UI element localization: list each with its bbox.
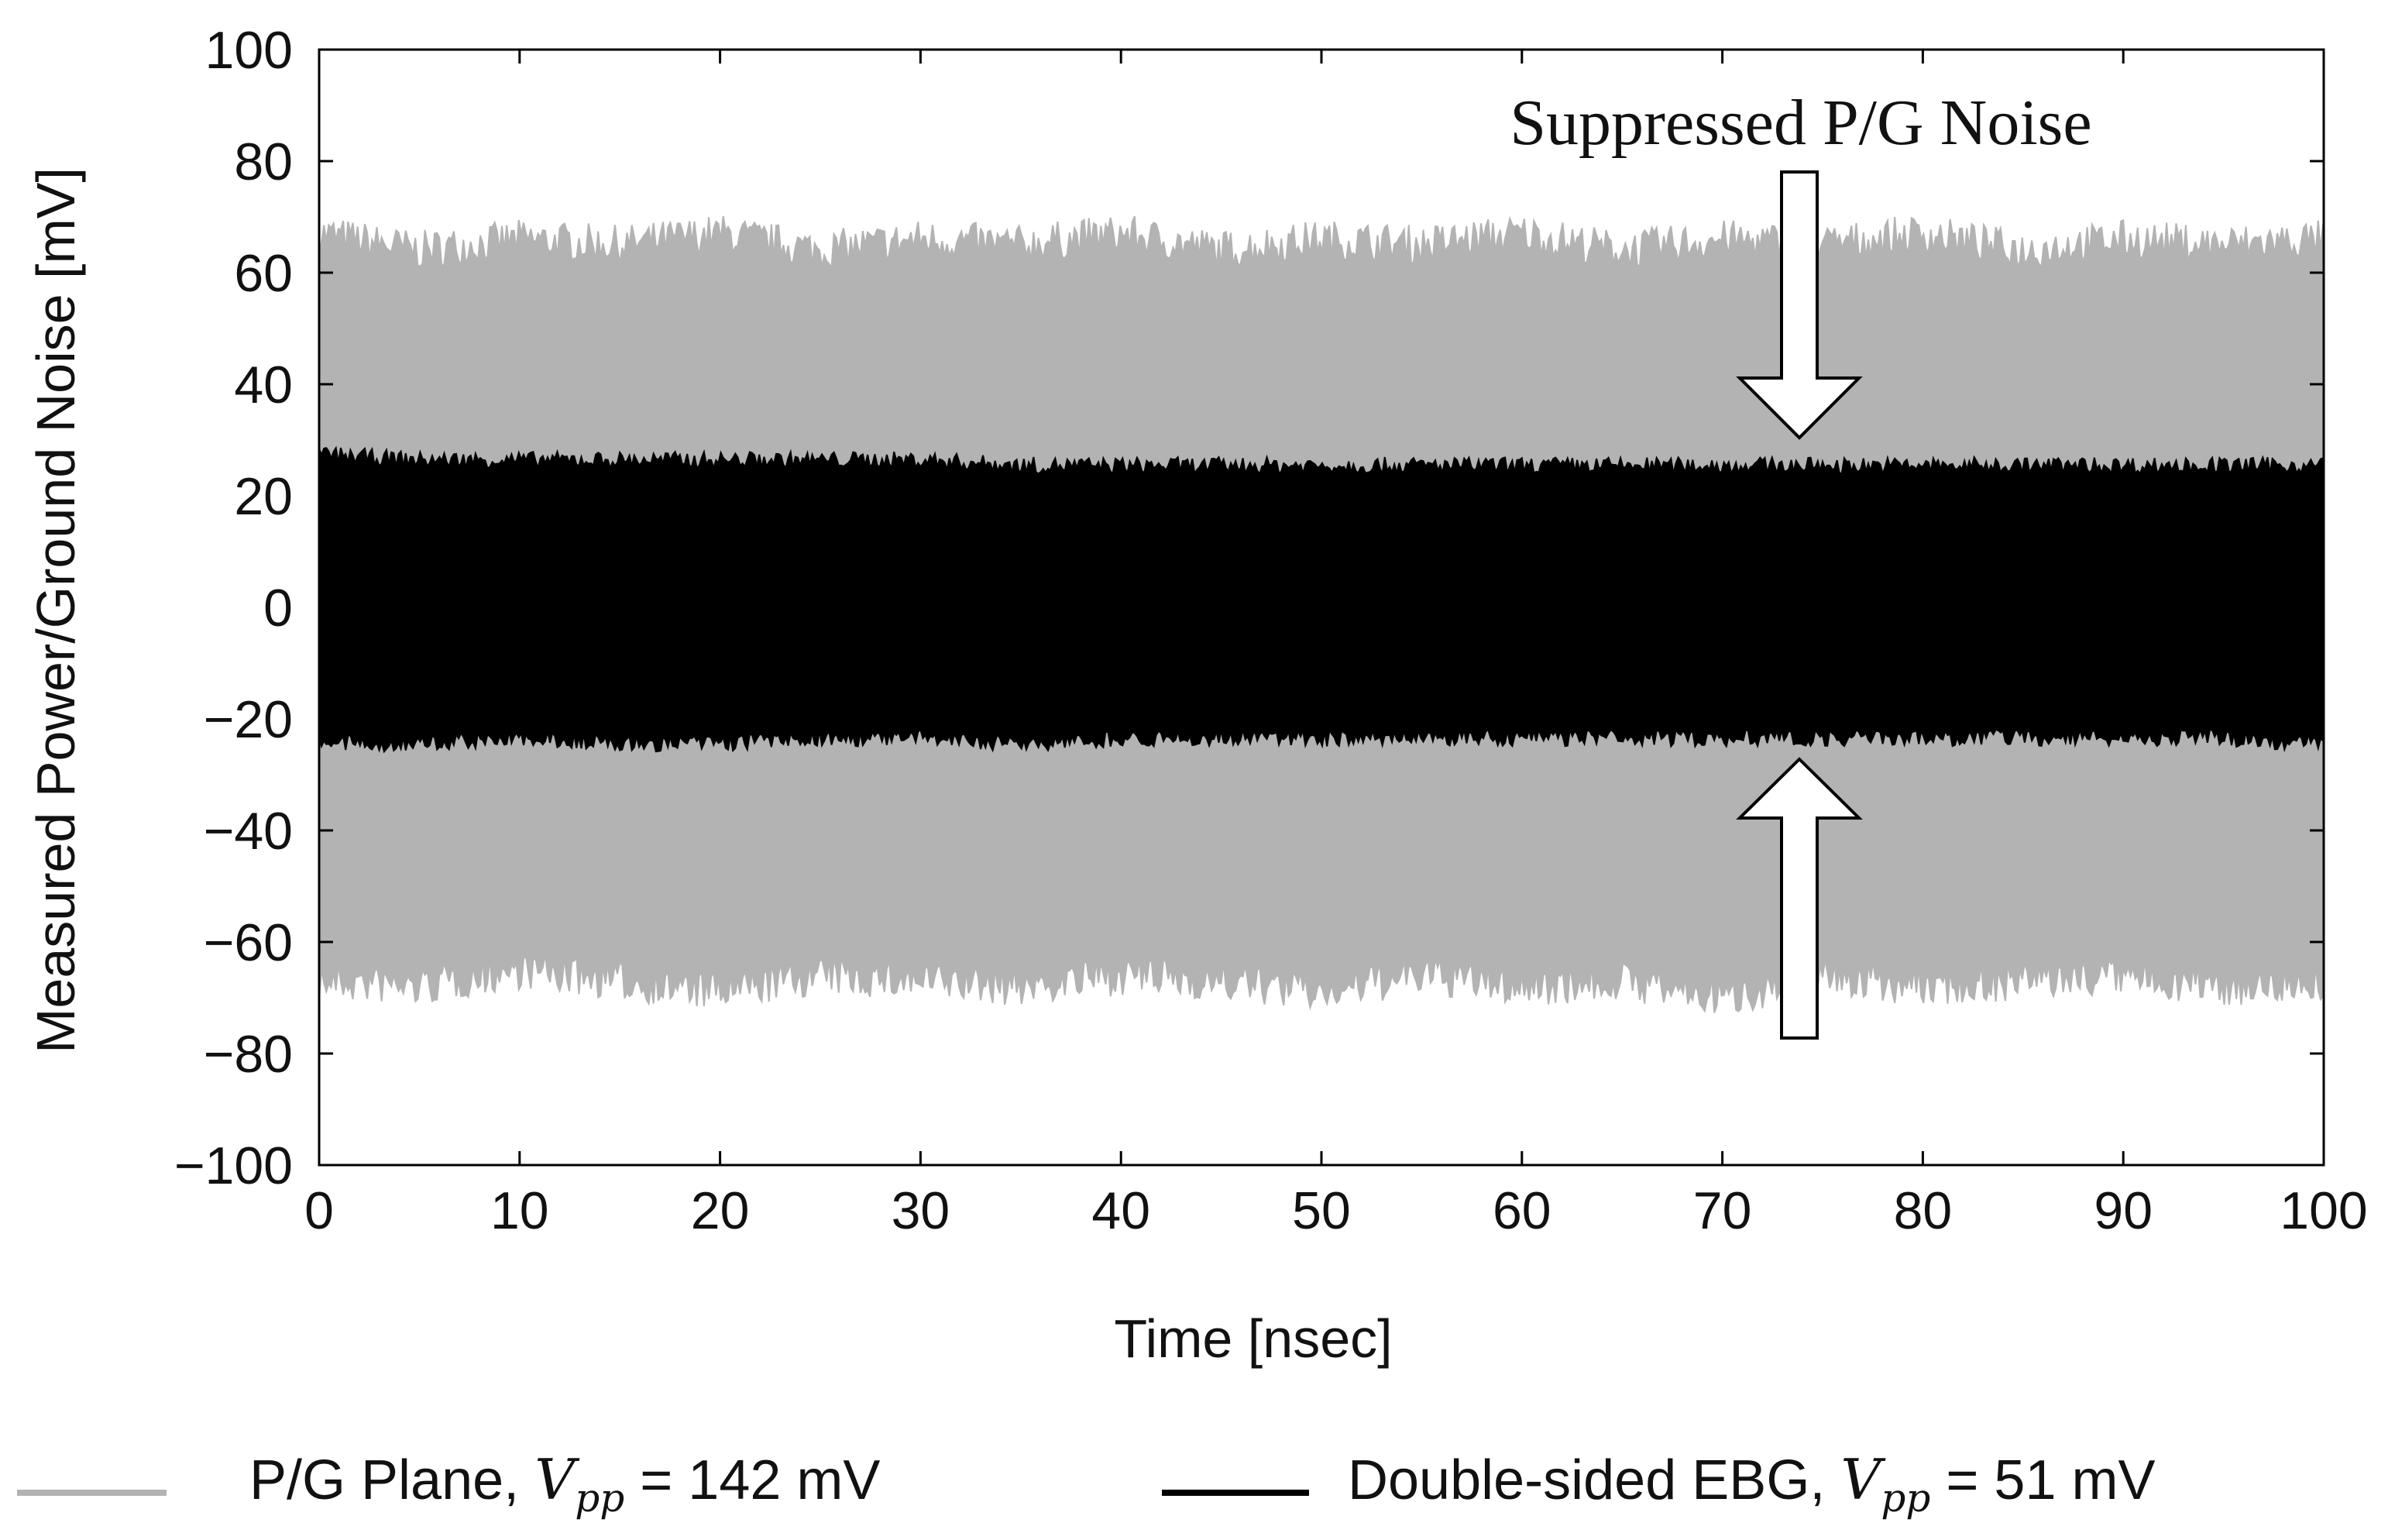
x-tick-label: 20 <box>691 1181 750 1240</box>
x-tick-label: 10 <box>490 1181 549 1240</box>
x-tick-label: 40 <box>1091 1181 1150 1240</box>
y-tick-label: −40 <box>204 802 293 861</box>
legend: P/G Plane, Vpp = 142 mV Double-sided EBG… <box>17 1447 2156 1521</box>
annotation-arrows <box>1736 170 1863 1040</box>
plot-area <box>318 215 2324 1013</box>
arrow-down-icon <box>1736 170 1863 440</box>
y-tick-label: −60 <box>204 913 293 972</box>
axes: 0 10 20 30 40 50 60 70 80 90 100 100 80 60 40 20 0 −20 −40… <box>174 21 2368 1240</box>
x-axis-label: Time [nsec] <box>1114 1308 1392 1369</box>
x-tick-label: 90 <box>2094 1181 2153 1240</box>
x-tick-label: 0 <box>304 1181 334 1240</box>
y-tick-label: 100 <box>205 21 293 80</box>
y-tick-label: 0 <box>263 579 293 638</box>
x-tick-label: 100 <box>2280 1181 2367 1240</box>
annotation-text: Suppressed P/G Noise <box>1510 87 2091 159</box>
y-tick-label: −100 <box>174 1136 293 1195</box>
y-tick-label: −20 <box>204 690 293 749</box>
x-tick-label: 60 <box>1493 1181 1551 1240</box>
y-tick-label: 80 <box>234 132 293 191</box>
y-tick-label: 40 <box>234 356 293 414</box>
x-tick-label: 30 <box>892 1181 950 1240</box>
x-tick-label: 70 <box>1693 1181 1752 1240</box>
y-tick-label: −80 <box>204 1025 293 1084</box>
legend-label-pg-plane: P/G Plane, Vpp = 142 mV <box>249 1447 880 1521</box>
arrow-up-icon <box>1736 757 1863 1040</box>
y-tick-label: 20 <box>234 467 293 526</box>
x-tick-label: 50 <box>1292 1181 1351 1240</box>
legend-label-ebg: Double-sided EBG, Vpp = 51 mV <box>1348 1447 2156 1521</box>
y-axis-label: Measured Power/Ground Noise [mV] <box>26 167 86 1054</box>
series-double-sided-ebg <box>318 445 2324 754</box>
y-tick-label: 60 <box>234 244 293 303</box>
x-tick-label: 80 <box>1894 1181 1953 1240</box>
